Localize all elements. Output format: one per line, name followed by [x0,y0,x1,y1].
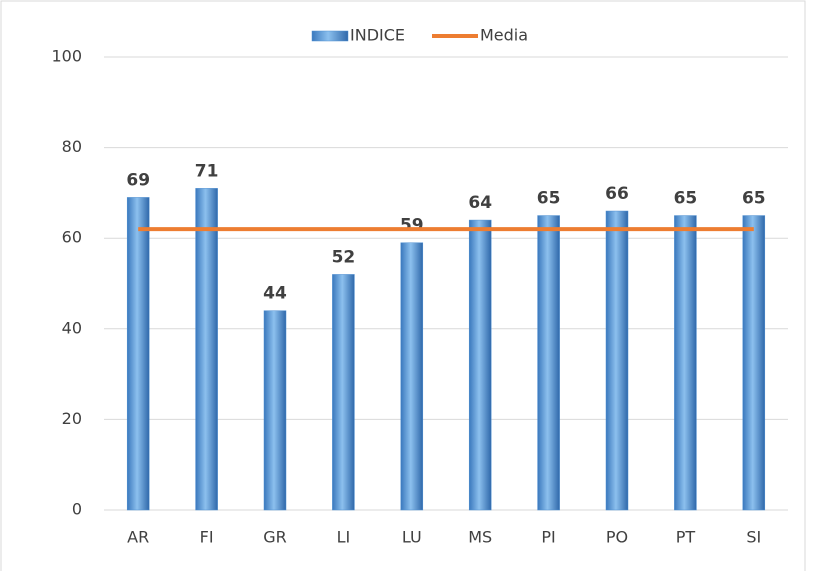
legend-label: Media [480,26,528,45]
x-tick-label: AR [127,528,149,547]
x-tick-label: PO [606,528,628,547]
data-label: 65 [674,189,698,209]
bar [742,215,766,511]
data-label: 65 [537,189,561,209]
bar [400,242,424,511]
y-tick-label: 100 [51,47,82,66]
y-tick-label: 60 [62,228,82,247]
x-tick-label: LU [402,528,422,547]
data-label: 69 [126,170,150,190]
x-tick-label: LI [337,528,351,547]
data-label: 59 [400,216,424,236]
bar [195,188,218,511]
x-tick-label: GR [263,528,287,547]
data-label: 71 [195,161,219,181]
x-tick-label: PT [676,528,696,547]
legend-label: INDICE [350,26,405,45]
y-tick-label: 20 [62,409,82,428]
bar [468,219,492,511]
x-tick-label: FI [200,528,214,547]
y-tick-label: 80 [62,137,82,156]
x-tick-label: SI [746,528,761,547]
legend-swatch [311,30,349,42]
bar [674,215,697,511]
bar [605,210,629,511]
bar [263,310,287,511]
y-tick-label: 0 [72,500,82,519]
data-label: 52 [332,247,356,267]
x-tick-label: PI [541,528,555,547]
data-label: 65 [742,189,766,209]
bar [332,274,355,511]
x-tick-label: MS [468,528,492,547]
data-label: 64 [468,193,492,213]
data-label: 66 [605,184,629,204]
y-tick-label: 40 [62,318,82,337]
data-label: 44 [263,284,287,304]
bar [537,215,560,511]
bar [126,197,150,511]
